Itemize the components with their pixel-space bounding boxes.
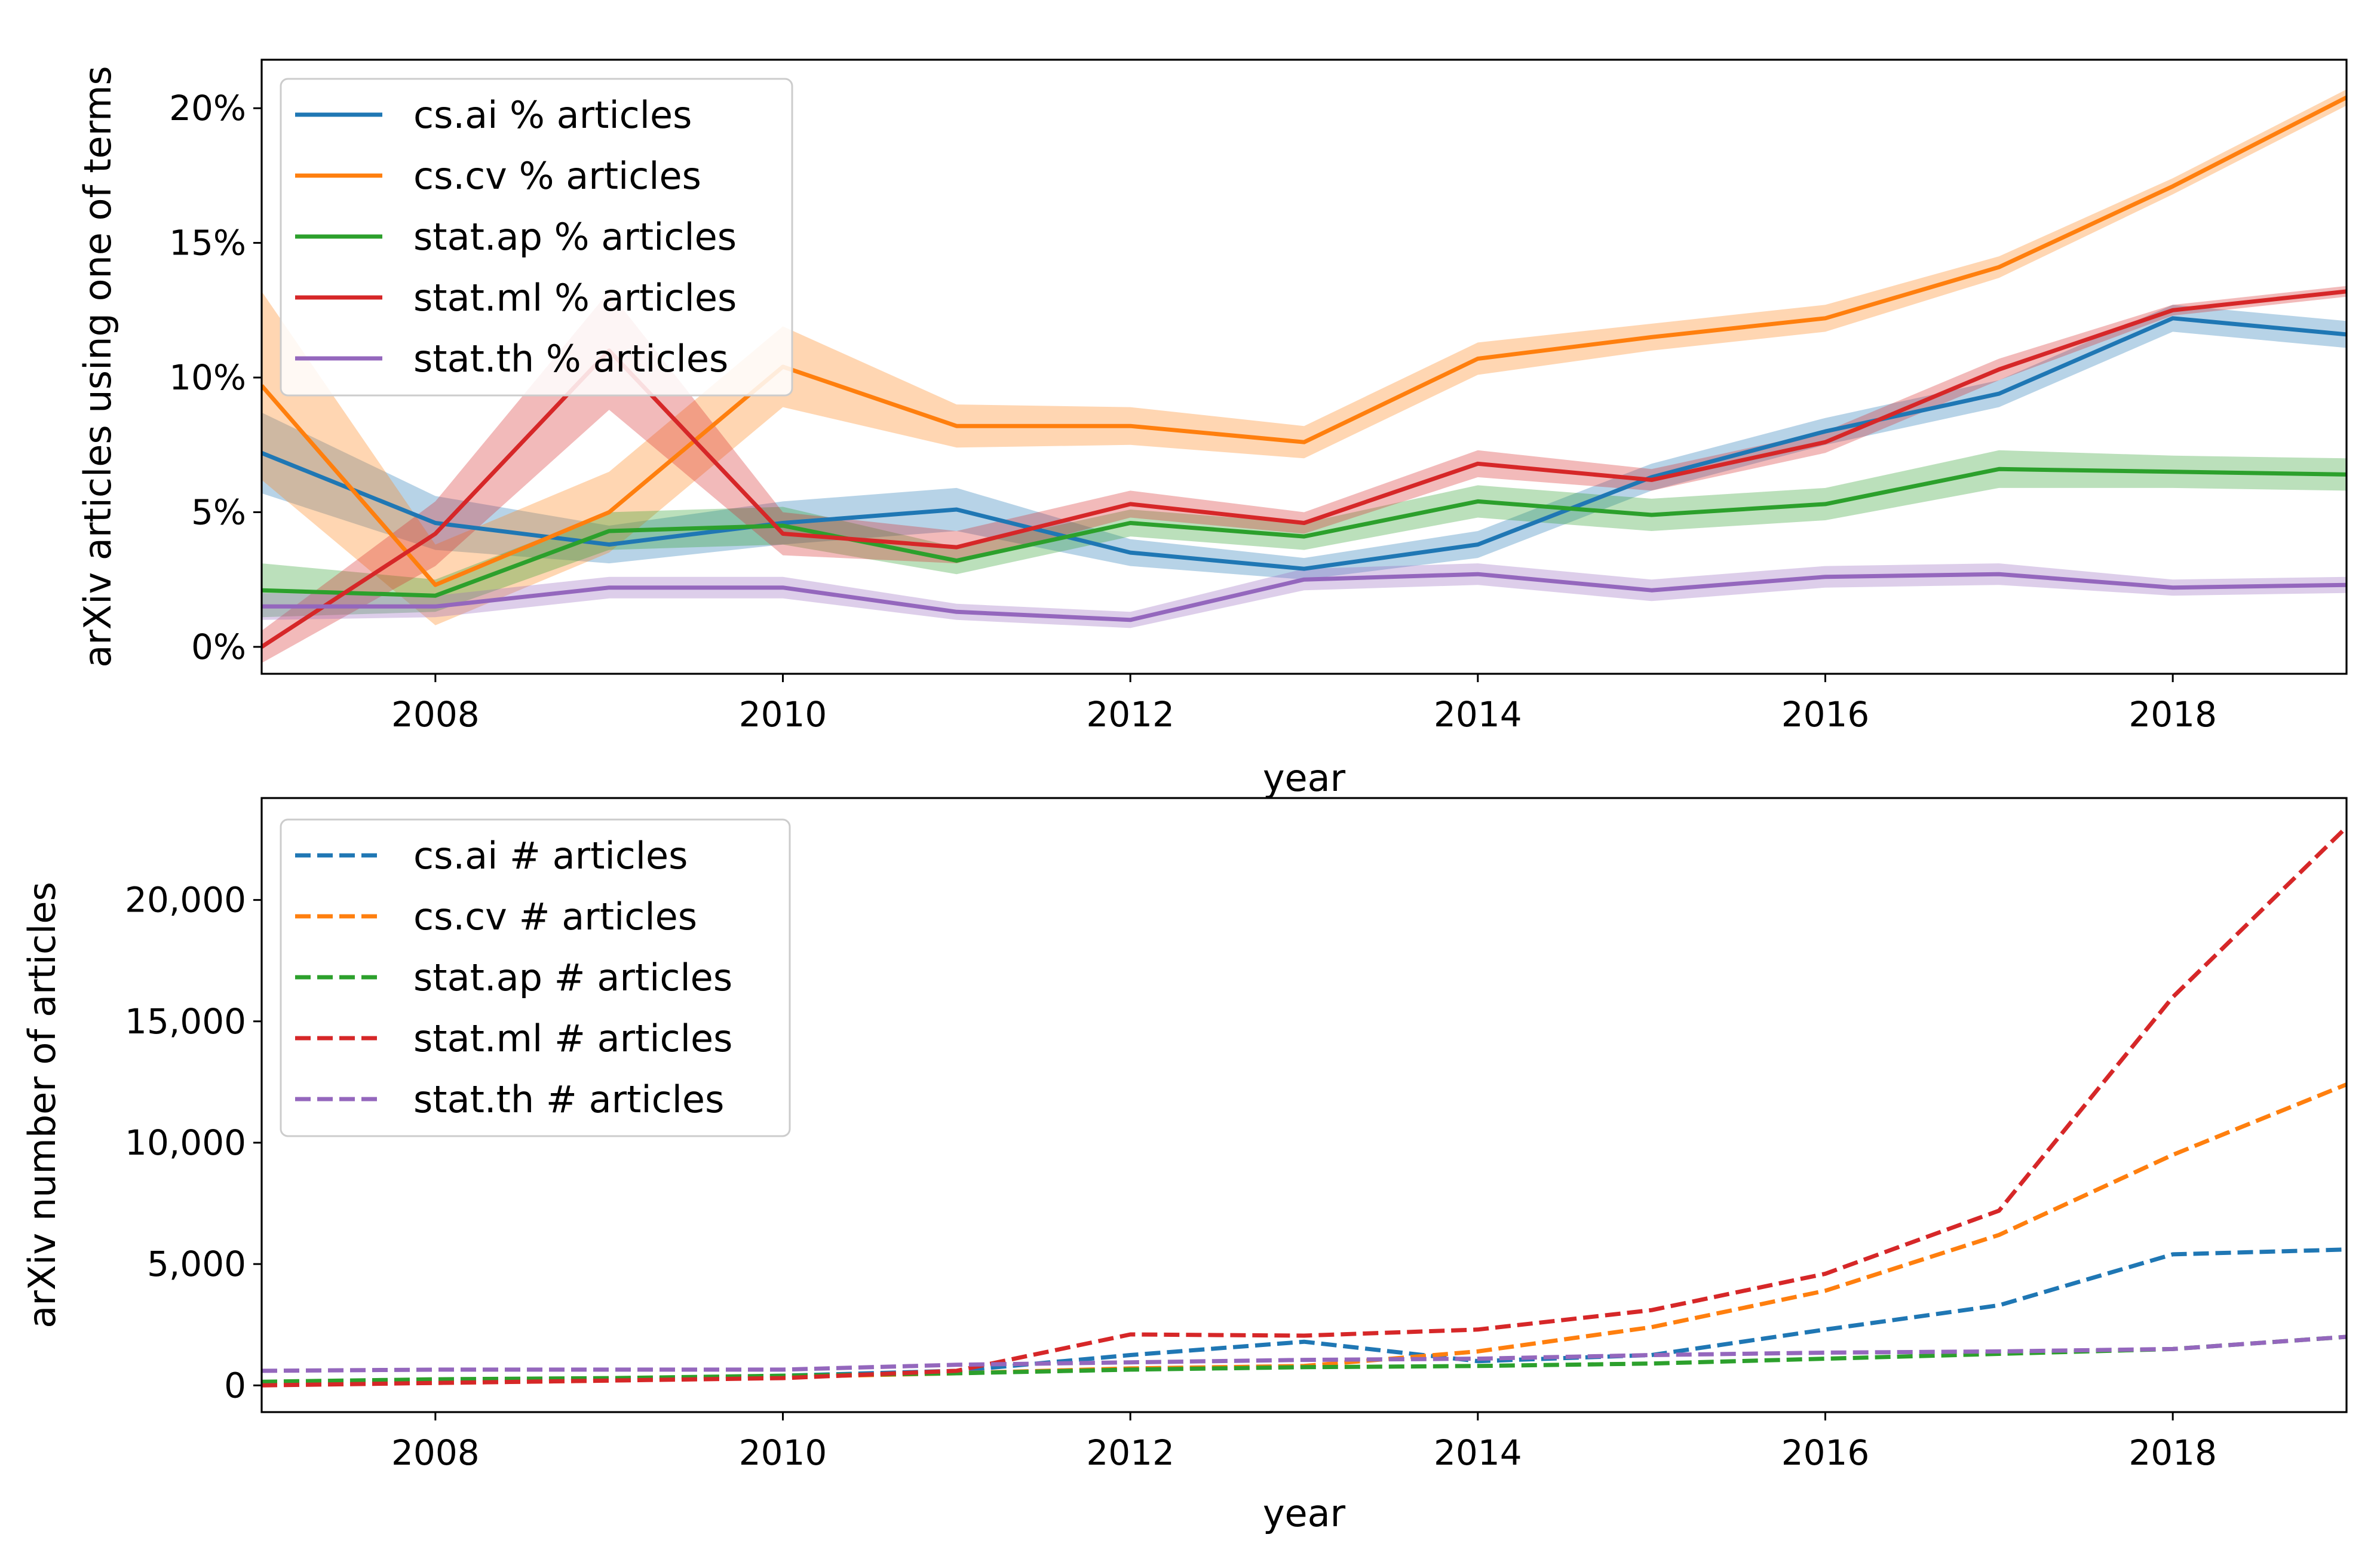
legend: cs.ai % articles cs.cv % articles stat.ap … [280,78,793,397]
x-tick-label: 2010 [739,1432,827,1473]
axes-frame [260,59,2348,675]
legend: cs.ai # articles cs.cv # articles stat.ap … [280,818,791,1137]
legend-label: stat.ml % articles [413,276,737,320]
series-line-stat-th [262,572,2347,622]
x-tick-label: 2008 [391,694,480,735]
confidence-band-stat-ap [262,450,2347,618]
y-tick-label: 20,000 [125,880,246,920]
x-tick-label: 2018 [2128,1432,2217,1473]
y-tick-label: 0% [191,627,246,667]
y-tick-label: 10% [169,357,246,398]
series-line-stat-ap [262,1334,2347,1384]
y-tick-label: 5,000 [147,1244,246,1284]
x-axis-label: year [1263,756,1346,800]
x-tick-label: 2016 [1781,1432,1870,1473]
series-line-stat-ml [262,826,2347,1388]
x-tick-label: 2012 [1086,1432,1174,1473]
y-tick-label: 15% [169,223,246,263]
x-tick-label: 2012 [1086,694,1174,735]
axes-frame [260,797,2348,1413]
x-tick-label: 2014 [1434,1432,1522,1473]
series-line-cs-ai [262,1247,2347,1385]
y-tick-label: 0 [224,1365,246,1406]
legend-label: stat.ml # articles [413,1017,732,1060]
x-tick-label: 2016 [1781,694,1870,735]
legend-label: stat.th # articles [413,1078,724,1121]
x-tick-label: 2010 [739,694,827,735]
y-tick-label: 15,000 [125,1001,246,1042]
legend-label: cs.cv # articles [413,895,697,938]
percent-articles-chart: 2008 2010 2012 2014 2016 2018 0% 5% 10% 15% 20% yea… [76,59,2348,800]
y-tick-label: 10,000 [125,1122,246,1163]
confidence-band-stat-th [262,563,2347,628]
series-line-stat-th [262,1334,2347,1373]
number-of-articles-chart: 2008 2010 2012 2014 2016 2018 0 5,000 10,000 15,0… [20,797,2348,1535]
legend-label: cs.ai % articles [413,93,692,137]
y-axis-label: arXiv articles using one of terms [76,66,119,667]
legend-label: stat.ap # articles [413,956,732,999]
legend-label: cs.ai # articles [413,834,688,877]
x-axis-label: year [1263,1492,1346,1535]
series-line-stat-ap [262,467,2347,598]
plot-area [262,826,2347,1388]
series-line-cs-ai [262,316,2347,571]
x-tick-label: 2014 [1434,694,1522,735]
y-axis-label: arXiv number of articles [20,882,64,1328]
y-tick-label: 5% [191,492,246,532]
plot-area [262,89,2347,663]
legend-label: cs.cv % articles [413,154,701,198]
x-tick-label: 2018 [2128,694,2217,735]
legend-box [280,78,793,397]
y-tick-label: 20% [169,88,246,128]
legend-box [280,818,791,1137]
confidence-band-cs-ai [262,305,2347,580]
x-tick-label: 2008 [391,1432,480,1473]
legend-label: stat.th % articles [413,337,728,381]
series-line-cs-cv [262,95,2347,587]
legend-label: stat.ap % articles [413,215,737,259]
